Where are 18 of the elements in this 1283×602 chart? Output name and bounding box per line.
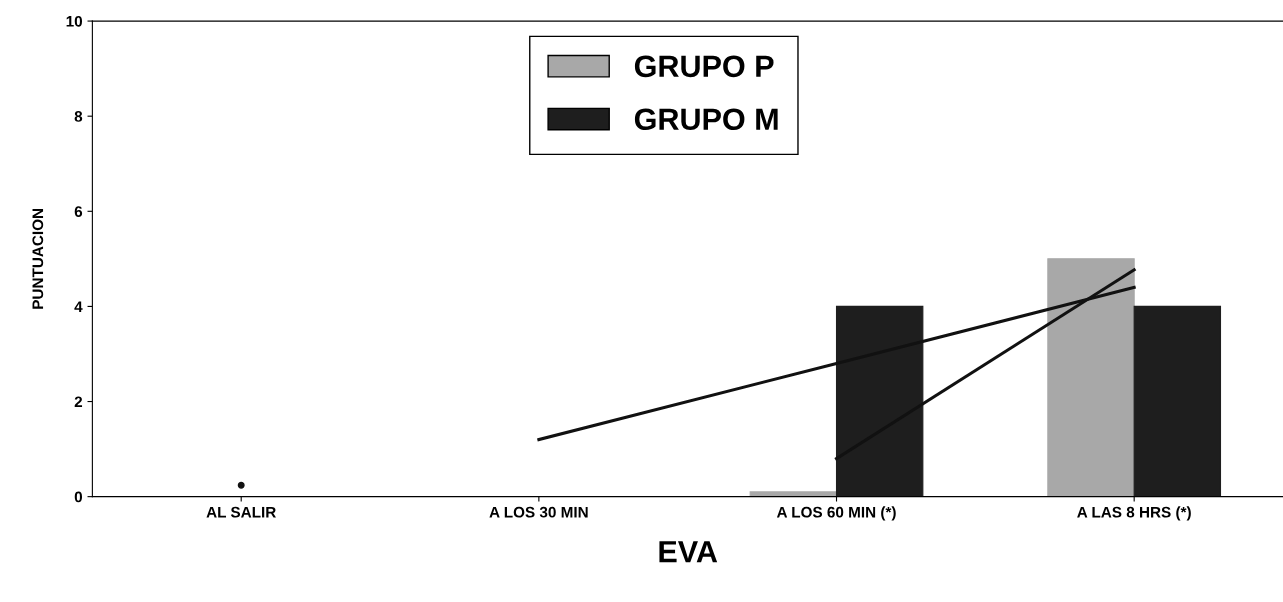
x-tick-label: A LOS 60 MIN (*) [776, 506, 896, 521]
y-tick-label: 2 [74, 396, 83, 408]
x-axis-title: EVA [659, 541, 718, 563]
bar [835, 305, 924, 497]
y-tick-label: 6 [74, 206, 83, 217]
legend-label: GRUPO M [634, 108, 778, 131]
bar [749, 491, 838, 497]
y-tick-label: 0 [74, 491, 83, 503]
bar [1047, 258, 1135, 497]
y-tick-label: 10 [66, 15, 83, 27]
legend-label: GRUPO P [634, 55, 774, 78]
bar [1133, 305, 1222, 497]
y-axis-title: PUNTUACION [32, 208, 44, 309]
y-tick-label: 8 [74, 111, 83, 122]
x-tick-label: AL SALIR [206, 506, 276, 518]
y-tick-label: 4 [74, 301, 83, 312]
x-tick-label: A LAS 8 HRS (*) [1077, 506, 1191, 521]
x-tick-label: A LOS 30 MIN [489, 506, 588, 518]
